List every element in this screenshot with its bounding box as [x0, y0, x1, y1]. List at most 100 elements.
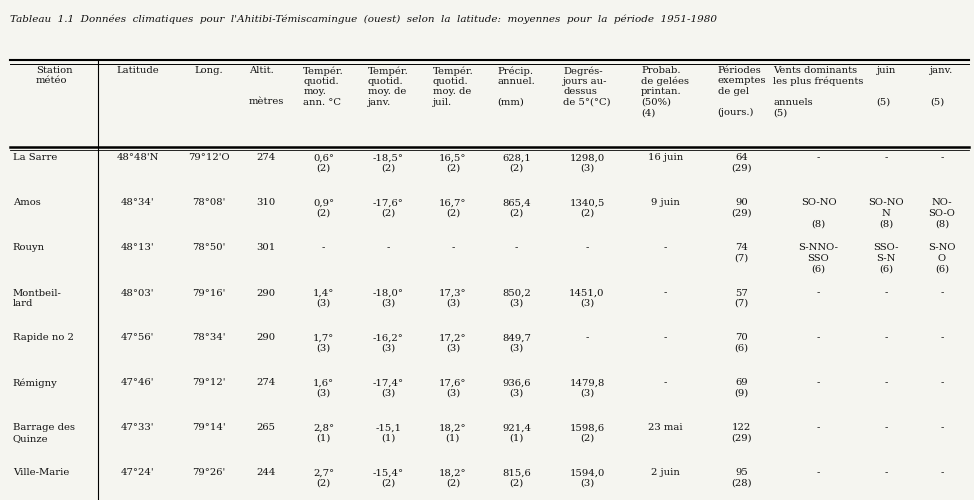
Text: 2 juin: 2 juin: [651, 468, 680, 477]
Text: 0,6°
(2): 0,6° (2): [313, 154, 334, 173]
Text: -: -: [884, 468, 888, 477]
Text: 48°34': 48°34': [121, 198, 154, 207]
Text: 849,7
(3): 849,7 (3): [503, 334, 531, 353]
Text: -: -: [940, 378, 944, 388]
Text: 79°12': 79°12': [192, 378, 226, 388]
Text: 1,4°
(3): 1,4° (3): [313, 288, 334, 308]
Text: 16,5°
(2): 16,5° (2): [439, 154, 467, 173]
Text: -: -: [940, 468, 944, 477]
Text: Tempér.
quotid.
moy.
ann. °C: Tempér. quotid. moy. ann. °C: [303, 66, 344, 106]
Text: 2,8°
(1): 2,8° (1): [313, 424, 334, 443]
Text: -: -: [884, 378, 888, 388]
Text: 23 mai: 23 mai: [648, 424, 683, 432]
Text: Amos: Amos: [13, 198, 40, 207]
Text: -: -: [940, 288, 944, 298]
Text: -: -: [940, 334, 944, 342]
Text: Ville-Marie: Ville-Marie: [13, 468, 69, 477]
Text: 70
(6): 70 (6): [734, 334, 749, 353]
Text: 79°12'O: 79°12'O: [188, 154, 230, 162]
Text: 1,6°
(3): 1,6° (3): [313, 378, 334, 398]
Text: Long.: Long.: [195, 66, 223, 75]
Text: 1479,8
(3): 1479,8 (3): [569, 378, 605, 398]
Text: 16,7°
(2): 16,7° (2): [439, 198, 467, 218]
Text: 78°50': 78°50': [192, 244, 226, 252]
Text: -: -: [940, 424, 944, 432]
Text: 79°26': 79°26': [192, 468, 226, 477]
Text: 9 juin: 9 juin: [651, 198, 680, 207]
Text: 48°13': 48°13': [121, 244, 154, 252]
Text: -: -: [817, 424, 820, 432]
Text: 47°24': 47°24': [121, 468, 154, 477]
Text: -15,1
(1): -15,1 (1): [375, 424, 401, 443]
Text: -17,4°
(3): -17,4° (3): [373, 378, 404, 398]
Text: 17,3°
(3): 17,3° (3): [439, 288, 467, 308]
Text: -: -: [663, 334, 667, 342]
Text: 90
(29): 90 (29): [731, 198, 752, 218]
Text: -: -: [817, 468, 820, 477]
Text: -: -: [585, 334, 588, 342]
Text: -: -: [817, 378, 820, 388]
Text: 47°33': 47°33': [121, 424, 154, 432]
Text: SO-NO

(8): SO-NO (8): [801, 198, 837, 228]
Text: 244: 244: [256, 468, 276, 477]
Text: S-NNO-
SSO
(6): S-NNO- SSO (6): [799, 244, 839, 274]
Text: -: -: [322, 244, 325, 252]
Text: -: -: [817, 288, 820, 298]
Text: -: -: [884, 288, 888, 298]
Text: Montbeil-
lard: Montbeil- lard: [13, 288, 61, 308]
Text: 78°08': 78°08': [192, 198, 226, 207]
Text: Vents dominants
les plus fréquents

annuels
(5): Vents dominants les plus fréquents annue…: [773, 66, 864, 117]
Text: 18,2°
(1): 18,2° (1): [439, 424, 467, 443]
Text: Précip.
annuel.

(mm): Précip. annuel. (mm): [498, 66, 536, 106]
Text: 274: 274: [256, 378, 276, 388]
Text: -: -: [387, 244, 390, 252]
Text: Tableau  1.1  Données  climatiques  pour  l'Ahitibi-Témiscamingue  (ouest)  selo: Tableau 1.1 Données climatiques pour l'A…: [10, 15, 717, 24]
Text: 47°56': 47°56': [121, 334, 154, 342]
Text: 122
(29): 122 (29): [731, 424, 752, 443]
Text: Rapide no 2: Rapide no 2: [13, 334, 74, 342]
Text: 310: 310: [256, 198, 276, 207]
Text: Rouyn: Rouyn: [13, 244, 45, 252]
Text: 815,6
(2): 815,6 (2): [503, 468, 531, 488]
Text: 274: 274: [256, 154, 276, 162]
Text: 17,2°
(3): 17,2° (3): [439, 334, 467, 353]
Text: -15,4°
(2): -15,4° (2): [373, 468, 404, 488]
Text: Altit.


mètres: Altit. mètres: [248, 66, 284, 106]
Text: SO-NO
N
(8): SO-NO N (8): [869, 198, 904, 228]
Text: Tempér.
quotid.
moy. de
janv.: Tempér. quotid. moy. de janv.: [368, 66, 409, 106]
Text: Barrage des
Quinze: Barrage des Quinze: [13, 424, 75, 443]
Text: 57
(7): 57 (7): [734, 288, 749, 308]
Text: 265: 265: [257, 424, 276, 432]
Text: 936,6
(3): 936,6 (3): [503, 378, 531, 398]
Text: -: -: [817, 154, 820, 162]
Text: 290: 290: [257, 288, 276, 298]
Text: -17,6°
(2): -17,6° (2): [373, 198, 403, 218]
Text: -: -: [451, 244, 455, 252]
Text: Tempér.
quotid.
moy. de
juil.: Tempér. quotid. moy. de juil.: [432, 66, 473, 106]
Text: 1451,0
(3): 1451,0 (3): [569, 288, 605, 308]
Text: 78°34': 78°34': [192, 334, 226, 342]
Text: -18,0°
(3): -18,0° (3): [373, 288, 404, 308]
Text: SSO-
S-N
(6): SSO- S-N (6): [874, 244, 899, 274]
Text: Latitude: Latitude: [116, 66, 159, 75]
Text: 290: 290: [257, 334, 276, 342]
Text: 47°46': 47°46': [121, 378, 154, 388]
Text: -: -: [515, 244, 518, 252]
Text: 0,9°
(2): 0,9° (2): [313, 198, 334, 218]
Text: 69
(9): 69 (9): [734, 378, 749, 398]
Text: -: -: [663, 288, 667, 298]
Text: 64
(29): 64 (29): [731, 154, 752, 173]
Text: 1298,0
(3): 1298,0 (3): [570, 154, 605, 173]
Text: 79°16': 79°16': [192, 288, 226, 298]
Text: -: -: [884, 154, 888, 162]
Text: 48°48'N: 48°48'N: [116, 154, 159, 162]
Text: Rémigny: Rémigny: [13, 378, 57, 388]
Text: 18,2°
(2): 18,2° (2): [439, 468, 467, 488]
Text: 628,1
(2): 628,1 (2): [503, 154, 531, 173]
Text: -: -: [884, 334, 888, 342]
Text: Station
météo: Station météo: [36, 66, 72, 86]
Text: -: -: [663, 378, 667, 388]
Text: 17,6°
(3): 17,6° (3): [439, 378, 467, 398]
Text: 95
(28): 95 (28): [731, 468, 752, 488]
Text: 865,4
(2): 865,4 (2): [503, 198, 531, 218]
